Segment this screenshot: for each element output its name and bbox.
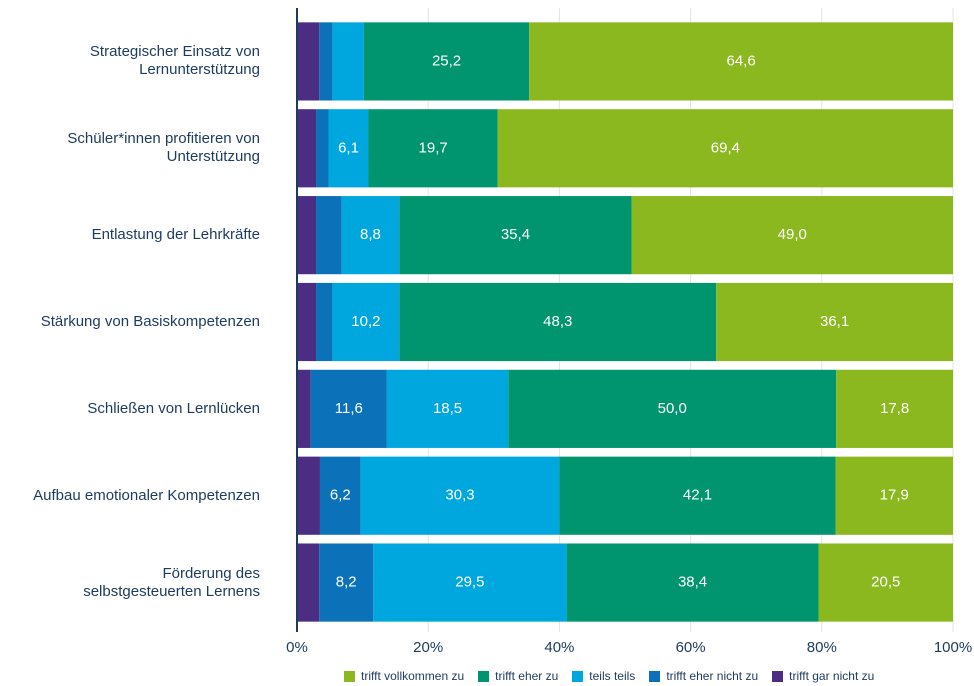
value-label: 30,3 [445, 487, 474, 504]
value-label: 25,2 [432, 52, 461, 69]
bar-segment [297, 369, 311, 448]
bar-segment [332, 282, 400, 362]
bar-segment [818, 543, 953, 622]
bar-segment [373, 543, 567, 622]
legend-label: teils teils [589, 669, 636, 683]
bar-segment [399, 196, 632, 275]
bar-segment [316, 282, 333, 362]
value-label: 35,4 [501, 226, 530, 243]
value-label: 38,4 [678, 574, 707, 591]
bar-segment [529, 22, 953, 101]
bar-segment [716, 282, 953, 362]
legend-label: trifft vollkommen zu [361, 669, 465, 683]
bar-segment [297, 543, 320, 622]
bar-segment [559, 456, 836, 535]
value-label: 8,2 [336, 574, 357, 591]
bar-segment [319, 22, 333, 101]
value-label: 17,8 [880, 400, 909, 417]
value-label: 19,7 [419, 139, 448, 156]
x-tick-label: 40% [544, 639, 574, 656]
legend-swatch [478, 670, 490, 682]
bar-segment [835, 456, 953, 535]
value-label: 69,4 [711, 139, 740, 156]
bar-segment [319, 456, 361, 535]
value-label: 29,5 [455, 574, 484, 591]
bar-segment [332, 22, 364, 101]
legend-swatch [572, 670, 584, 682]
legend-swatch [344, 670, 355, 682]
bar-segment [399, 282, 717, 362]
bar-segment [297, 282, 317, 362]
bar-segment [316, 196, 342, 275]
bar-segment [360, 456, 560, 535]
legend-swatch [772, 670, 784, 682]
value-label: 6,1 [338, 139, 359, 156]
legend-swatch [649, 670, 661, 682]
bar-segment [363, 22, 530, 101]
legend-label: trifft eher zu [495, 669, 559, 683]
value-label: 36,1 [820, 313, 849, 330]
bar-segment [319, 543, 374, 622]
value-label: 42,1 [683, 487, 712, 504]
bar-segment [310, 369, 387, 448]
x-tick-label: 20% [413, 639, 443, 656]
bar-segment [508, 369, 837, 448]
x-tick-label: 0% [286, 639, 308, 656]
category-label: Entlastung der Lehrkräfte [91, 226, 260, 244]
legend-item: teils teils [572, 669, 635, 683]
bar-segment [316, 109, 329, 188]
legend-item: trifft eher nicht zu [649, 669, 758, 683]
bar-segment [836, 369, 953, 448]
bar-segment [297, 109, 317, 188]
value-label: 48,3 [543, 313, 572, 330]
category-label: Stärkung von Basiskompetenzen [40, 313, 260, 330]
category-label: Schüler*innen profitieren von Unterstütz… [67, 130, 260, 166]
legend-item: trifft gar nicht zu [772, 669, 874, 683]
value-label: 50,0 [658, 400, 687, 417]
bar-segment [297, 196, 317, 275]
category-label: Förderung des selbstgesteuerten Lernens [83, 564, 260, 600]
legend-label: trifft gar nicht zu [789, 669, 875, 683]
category-label: Aufbau emotionaler Kompetenzen [33, 486, 260, 504]
bar-segment [297, 456, 320, 535]
legend-item: trifft eher zu [478, 669, 558, 683]
bar-segment [297, 22, 320, 101]
bar-segment [328, 109, 369, 188]
value-label: 6,2 [330, 487, 351, 504]
bar-segment [368, 109, 498, 188]
bar-segment [497, 109, 953, 188]
value-label: 49,0 [778, 226, 807, 243]
value-label: 64,6 [727, 52, 756, 69]
x-tick-label: 100% [934, 639, 972, 656]
legend-item: trifft vollkommen zu [344, 669, 464, 683]
value-label: 17,9 [880, 487, 909, 504]
bar-segment [341, 196, 400, 275]
category-label: Strategischer Einsatz von Lernunterstütz… [89, 43, 260, 79]
category-label: Schließen von Lernlücken [87, 399, 260, 417]
value-label: 18,5 [433, 400, 462, 417]
legend: trifft vollkommen zu trifft eher zu teils … [344, 669, 874, 683]
value-label: 10,2 [351, 313, 380, 330]
x-tick-label: 80% [807, 639, 837, 656]
bar-segment [386, 369, 509, 448]
value-label: 11,6 [335, 400, 363, 417]
value-label: 20,5 [871, 574, 900, 591]
bar-segment [631, 196, 953, 275]
bar-segment [566, 543, 819, 622]
legend-label: trifft eher nicht zu [666, 669, 759, 683]
value-label: 8,8 [360, 226, 381, 243]
x-tick-label: 60% [676, 639, 706, 656]
